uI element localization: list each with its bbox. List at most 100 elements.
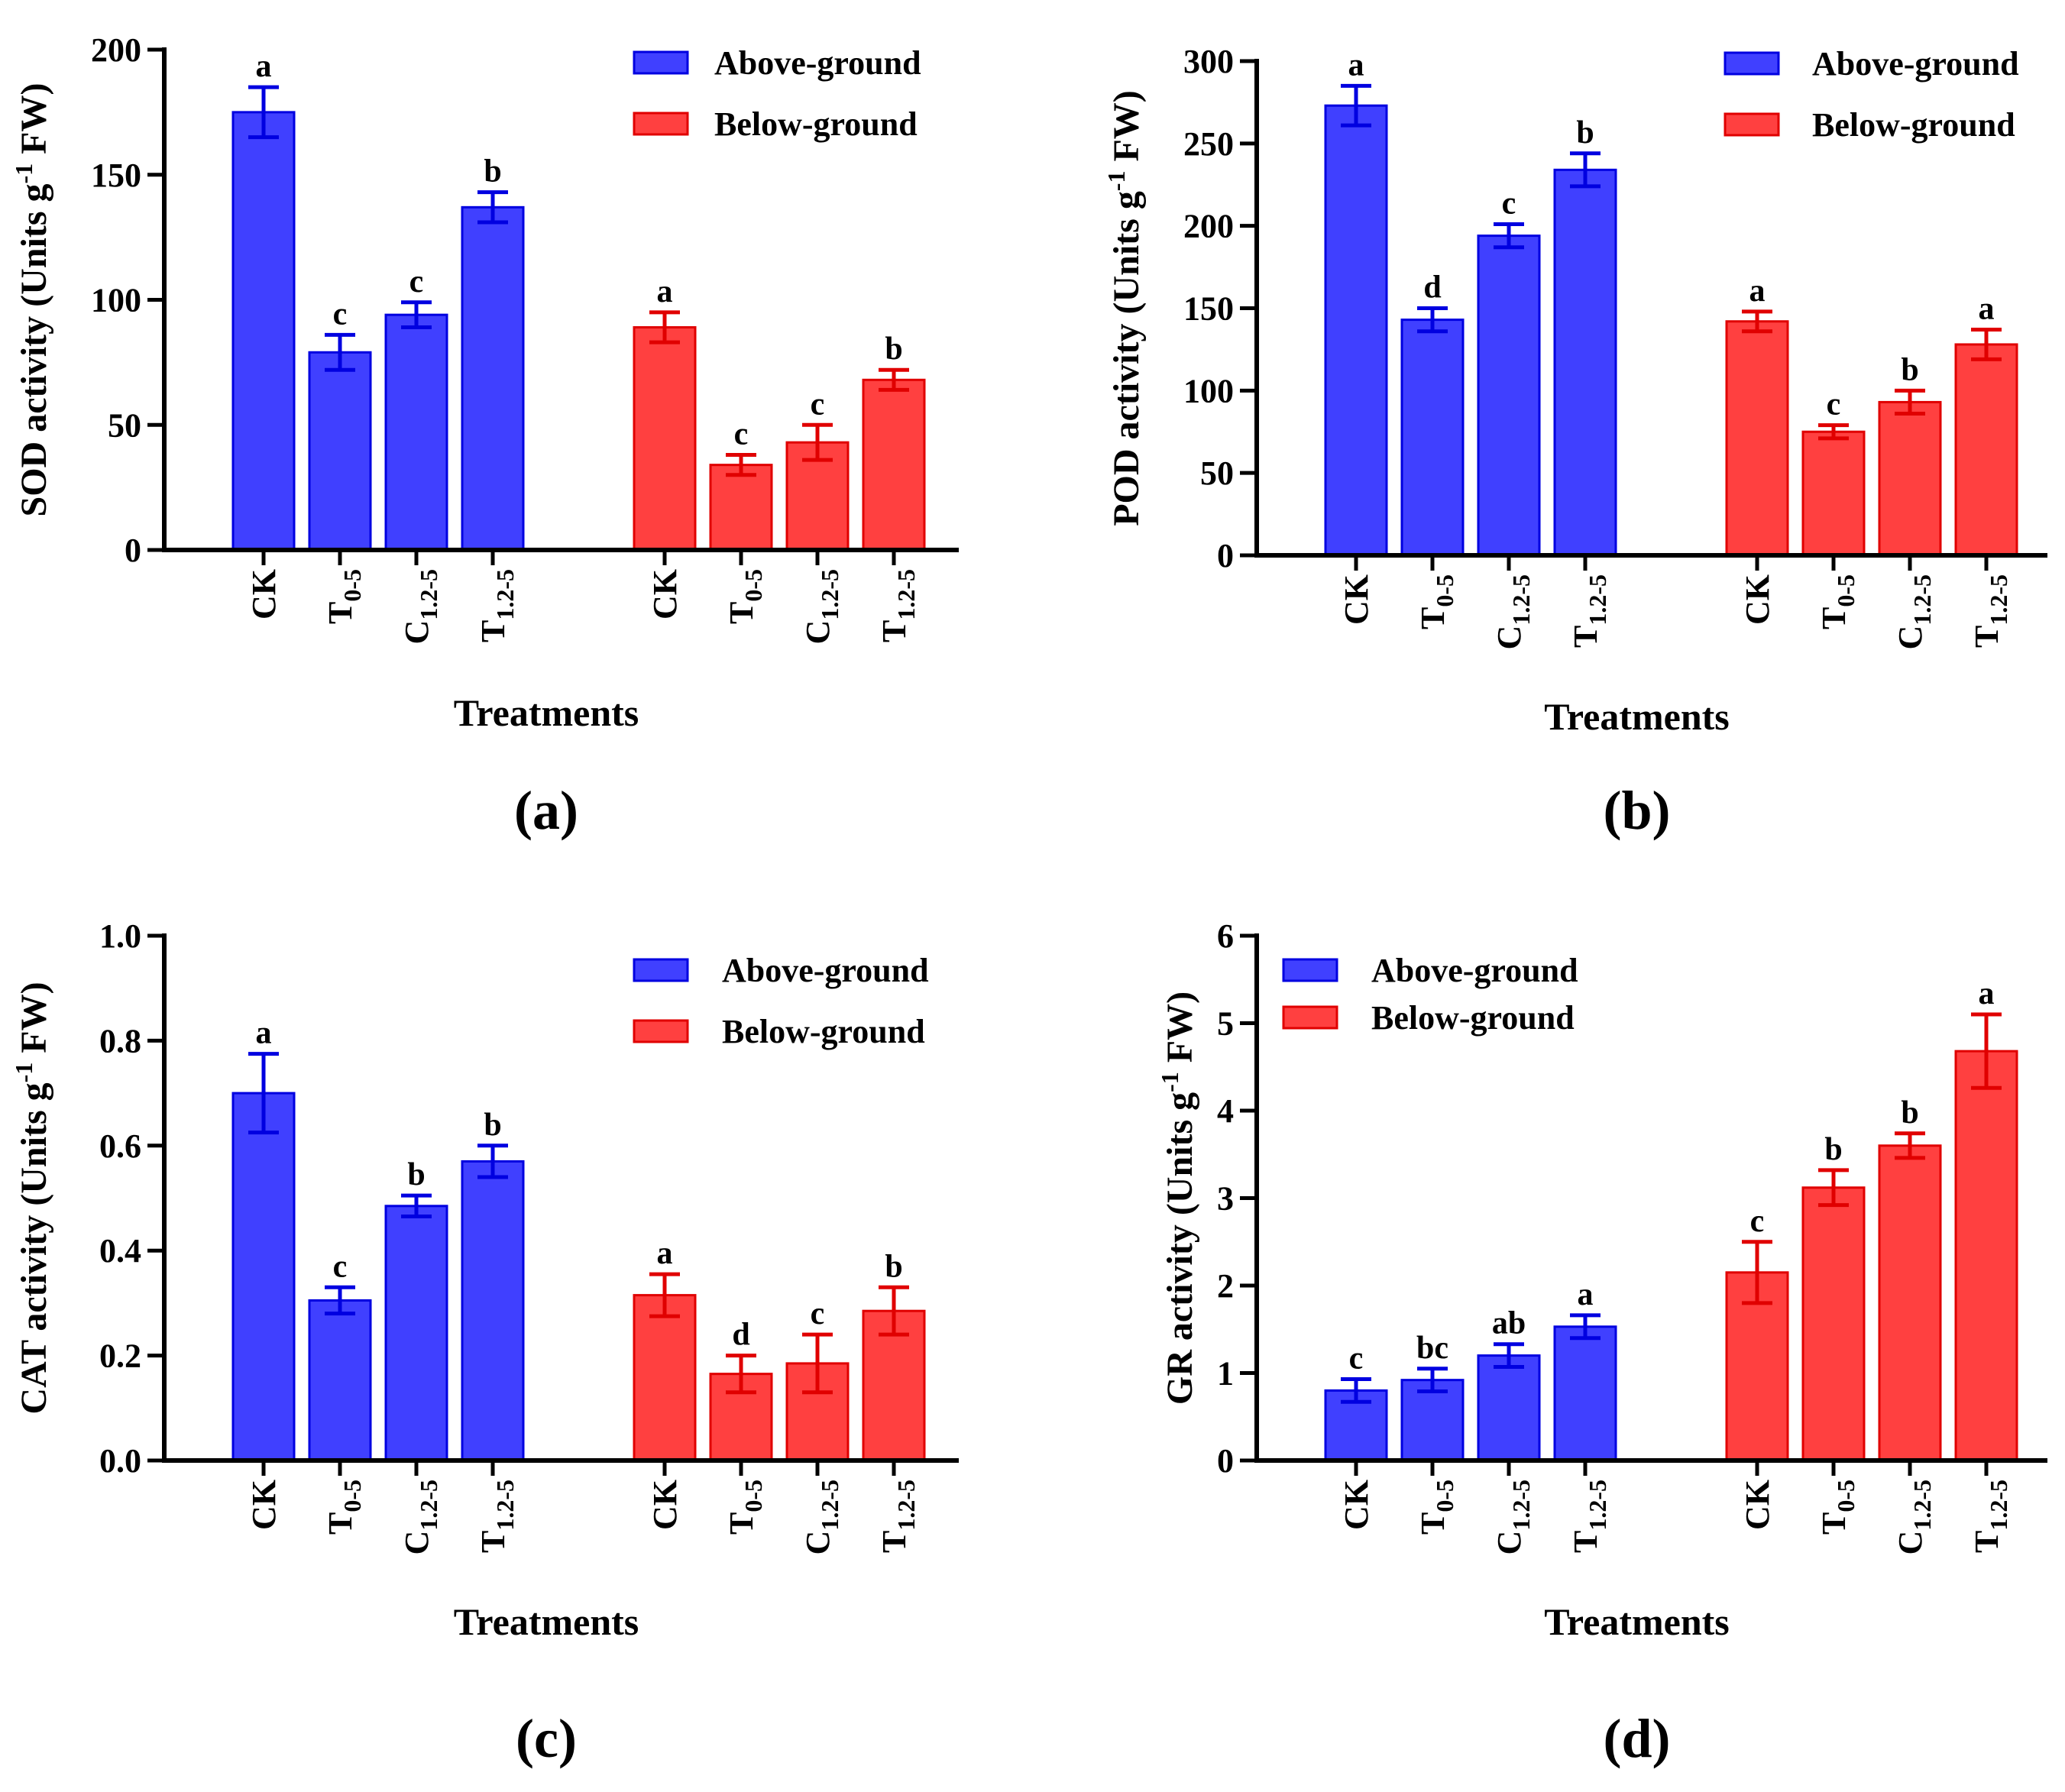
y-tick-label: 0: [1217, 537, 1234, 574]
x-tick-label: C1.2-5: [1490, 1480, 1535, 1554]
legend-swatch: [1282, 1005, 1338, 1030]
bar: [1954, 1050, 2018, 1462]
panel-label: (a): [514, 780, 578, 841]
bar: [1878, 1144, 1942, 1462]
bar: [461, 205, 525, 552]
bar: [1725, 320, 1789, 557]
x-tick-label: CK: [646, 1480, 684, 1530]
significance-label: a: [1749, 273, 1766, 309]
legend-swatch: [1724, 51, 1780, 76]
y-tick-label: 3: [1217, 1180, 1234, 1218]
bar: [1477, 1354, 1541, 1462]
y-tick-label: 4: [1217, 1092, 1234, 1130]
significance-label: a: [657, 1236, 673, 1271]
y-tick-label: 300: [1183, 43, 1234, 80]
significance-label: c: [1349, 1341, 1364, 1376]
x-axis-title: Treatments: [1544, 1600, 1730, 1643]
bar: [308, 351, 372, 552]
bar: [384, 1205, 448, 1462]
significance-label: c: [734, 417, 749, 452]
x-tick-label: C1.2-5: [799, 569, 843, 644]
legend-label: Above-ground: [1812, 45, 2019, 82]
y-tick-label: 1: [1217, 1355, 1234, 1393]
chart-panel-3: a c b b a d c b 0.0 0.2 0.4 0.6 0.8 1.0 CK T0-5 C1.2-5 T1…: [10, 917, 959, 1769]
legend-swatch: [633, 1019, 689, 1043]
bar: [308, 1299, 372, 1462]
legend-label: Below-ground: [1812, 106, 2015, 144]
x-tick-label: CK: [1739, 1480, 1776, 1530]
bar: [1553, 1325, 1617, 1462]
y-tick-label: 0.0: [99, 1442, 141, 1480]
bar: [1324, 104, 1388, 557]
y-tick-label: 0.8: [99, 1022, 141, 1059]
bar: [633, 326, 697, 552]
x-tick-label: C1.2-5: [398, 569, 442, 644]
y-tick-label: 150: [1183, 290, 1234, 328]
chart-panel-1: a c c b a c c b 0 50 100 150 200 CK T0-5 C1.2-5 T1.2-5 CK…: [10, 31, 959, 841]
y-axis-title: SOD activity (Units g-1 FW): [10, 83, 54, 517]
significance-label: a: [1578, 1277, 1594, 1312]
significance-label: b: [1576, 115, 1594, 150]
x-tick-label: T0-5: [322, 1480, 366, 1535]
bar: [231, 111, 296, 552]
x-tick-label: CK: [1338, 574, 1375, 625]
x-tick-label: CK: [245, 569, 283, 619]
bar: [709, 464, 773, 552]
legend-label: Above-ground: [714, 44, 921, 82]
x-tick-label: T0-5: [723, 1480, 767, 1535]
y-tick-label: 2: [1217, 1267, 1234, 1305]
significance-label: b: [484, 1108, 501, 1143]
x-tick-label: T0-5: [1815, 1480, 1859, 1535]
bar: [1878, 400, 1942, 557]
y-tick-label: 5: [1217, 1005, 1234, 1043]
x-tick-label: T1.2-5: [474, 569, 519, 642]
y-axis-title: POD activity (Units g-1 FW): [1102, 90, 1147, 526]
significance-label: a: [1979, 292, 1995, 327]
significance-label: ab: [1492, 1306, 1526, 1341]
bar: [231, 1092, 296, 1462]
significance-label: b: [407, 1157, 425, 1192]
chart-panel-2: a d c b a c b a 0 50 100 150 200 250 300 CK T0-5 C1.2-5 T1…: [1102, 43, 2047, 841]
y-tick-label: 200: [1183, 208, 1234, 245]
x-tick-label: T0-5: [723, 569, 767, 624]
bar: [1801, 430, 1866, 557]
x-tick-label: CK: [1739, 574, 1776, 625]
y-tick-label: 0.4: [99, 1232, 141, 1270]
legend-label: Above-ground: [1371, 952, 1578, 989]
y-tick-label: 150: [91, 157, 141, 194]
x-tick-label: C1.2-5: [1892, 1480, 1936, 1554]
legend-swatch: [1282, 958, 1338, 982]
bar: [461, 1160, 525, 1462]
significance-label: c: [333, 296, 348, 332]
x-tick-label: T1.2-5: [1968, 1480, 2012, 1553]
x-tick-label: C1.2-5: [1490, 574, 1535, 649]
y-axis-title: CAT activity (Units g-1 FW): [10, 982, 54, 1414]
x-tick-label: T0-5: [1815, 574, 1859, 629]
significance-label: b: [1824, 1132, 1842, 1167]
significance-label: a: [256, 49, 272, 84]
bar: [384, 313, 448, 552]
y-tick-label: 0: [1217, 1442, 1234, 1480]
chart-panel-4: c bc ab a c b b a 0 1 2 3 4 5 6 CK T0-5 C1.2-5 T1.2-5 CK T0-…: [1156, 917, 2047, 1769]
significance-label: bc: [1416, 1331, 1448, 1366]
x-tick-label: CK: [245, 1480, 283, 1530]
bar: [1801, 1186, 1866, 1462]
significance-label: a: [256, 1016, 272, 1051]
x-axis-title: Treatments: [454, 691, 639, 734]
significance-label: d: [732, 1318, 749, 1353]
y-tick-label: 250: [1183, 125, 1234, 163]
y-tick-label: 50: [1200, 454, 1234, 492]
legend-label: Below-ground: [714, 105, 918, 143]
y-tick-label: 50: [108, 406, 141, 444]
y-tick-label: 1.0: [99, 917, 141, 955]
x-tick-label: T1.2-5: [1567, 1480, 1611, 1553]
significance-label: c: [811, 387, 825, 422]
legend-label: Below-ground: [722, 1013, 925, 1050]
x-axis-title: Treatments: [1544, 695, 1730, 738]
significance-label: d: [1423, 270, 1441, 306]
y-tick-label: 0.2: [99, 1338, 141, 1375]
significance-label: c: [1502, 186, 1516, 222]
y-tick-label: 200: [91, 31, 141, 69]
x-tick-label: T0-5: [1414, 574, 1458, 629]
